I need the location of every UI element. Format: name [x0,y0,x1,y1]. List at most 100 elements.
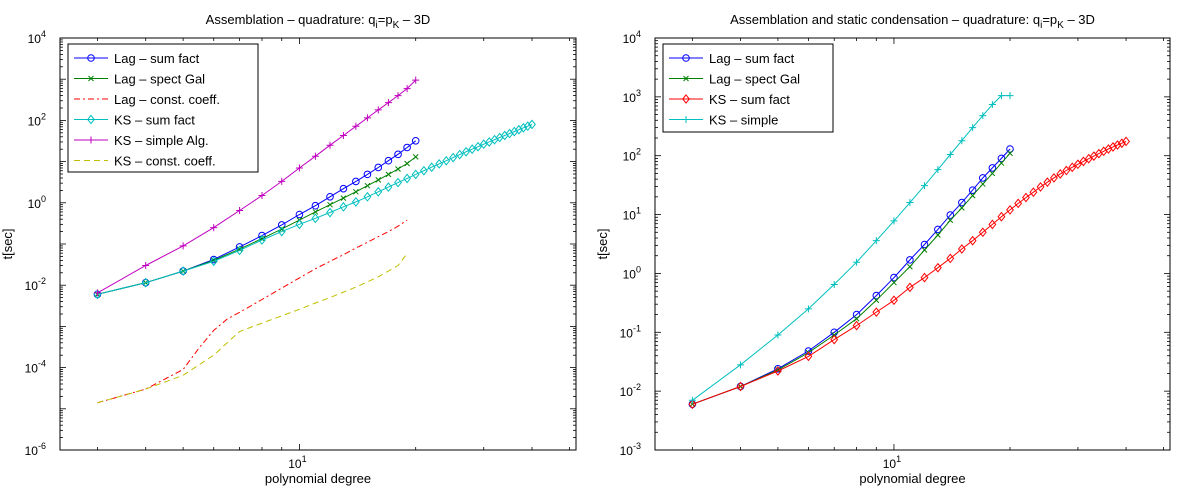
data-point [142,262,150,270]
y-axis-label: t[sec] [0,228,15,259]
data-point [236,207,244,215]
series-line [97,79,417,294]
legend-label: Lag – spect Gal [709,72,800,87]
data-point [411,136,420,145]
data-point [179,266,188,276]
data-point [374,186,383,197]
legend-label: Lag – sum fact [114,51,200,66]
legend-marker [87,54,95,62]
data-point [998,160,1005,166]
data-point [804,305,812,313]
y-tick-label: 10-2 [25,276,46,293]
data-point [340,195,347,201]
y-tick-label: 101 [623,206,641,223]
data-point [295,210,304,219]
data-point [830,334,839,345]
legend-label: Lag – sum fact [709,51,795,66]
series-3 [688,92,1014,404]
data-point [312,209,319,215]
data-point [920,240,929,249]
series-line [692,140,1127,405]
data-point [1006,92,1014,100]
data-point [978,227,987,238]
data-point [920,272,929,283]
data-point [462,146,470,157]
data-point [1006,205,1014,215]
data-point [1049,172,1058,183]
data-point [978,174,987,182]
data-point [403,173,412,184]
legend-marker [682,94,690,104]
data-point [384,156,393,165]
data-point [1068,162,1077,173]
data-point [853,258,861,266]
data-point [969,192,976,199]
data-point [351,197,360,207]
data-point [404,160,410,167]
data-point [374,106,382,114]
data-point [427,162,436,173]
data-point [1062,165,1071,176]
data-point [179,242,187,250]
data-point [394,177,402,188]
data-point [363,170,372,179]
data-point [1122,136,1131,147]
data-point [872,291,881,300]
chart-title: Assemblation and static condensation – q… [730,12,1095,31]
data-point [905,282,914,293]
data-point [210,224,218,232]
y-tick-label: 100 [623,264,641,281]
data-point [736,381,745,392]
legend-label: KS – sum fact [709,92,790,107]
data-point [1014,198,1023,209]
data-point [934,166,942,174]
data-point [1113,140,1122,150]
data-point [141,277,150,288]
data-point [519,122,528,133]
data-point [890,295,898,306]
data-point [946,253,955,264]
data-point [528,119,536,130]
data-point [921,247,928,253]
data-point [969,124,977,132]
data-point [997,154,1006,163]
data-point [872,237,880,245]
data-point [988,164,997,172]
legend-label: KS – simple Alg. [114,133,209,148]
y-tick-label: 10-1 [620,323,641,340]
data-point [384,99,392,107]
data-point [374,163,383,172]
x-axis-label: polynomial degree [859,471,965,486]
y-tick-label: 10-4 [25,359,46,376]
data-point [326,192,334,201]
x-tick-label: 101 [288,454,306,471]
y-tick-label: 104 [623,29,641,46]
data-point [311,201,320,210]
data-point [933,262,942,273]
legend-label: KS – sum fact [114,113,195,128]
y-tick-label: 10-2 [620,382,641,399]
data-point [339,184,348,193]
legend-box [662,43,834,133]
data-point [394,92,402,100]
data-point [988,101,996,109]
series-line [692,148,1011,405]
data-point [311,213,320,224]
legend-marker [683,75,689,82]
data-point [852,310,861,319]
data-point [804,351,813,362]
data-point [852,320,861,331]
data-point [907,263,913,270]
data-point [979,181,986,187]
series-line [97,219,408,404]
legend-label: Lag – spect Gal [114,72,205,87]
data-point [364,182,371,189]
data-point [1022,192,1030,203]
data-point [988,219,997,230]
series-2 [688,136,1131,410]
legend-label: KS – const. coeff. [114,154,216,169]
data-point [311,152,319,160]
data-point [93,289,101,297]
chart-left: 101 10-6 10-4 10-2 100 102 104 polynomial degre… [0,12,577,486]
y-tick-label: 100 [28,194,46,211]
